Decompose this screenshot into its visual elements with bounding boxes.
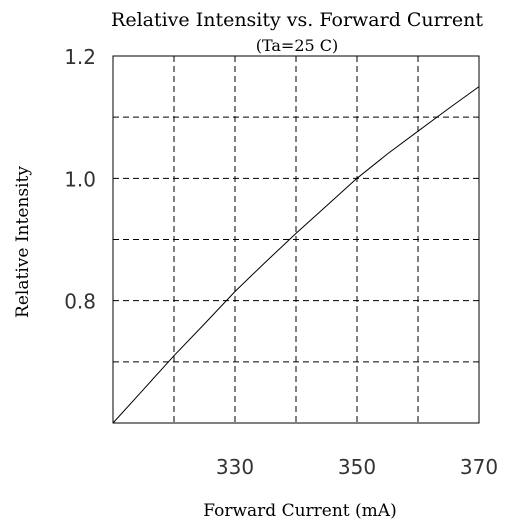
- y-tick-label: 1.0: [64, 167, 96, 191]
- x-axis-title: Forward Current (mA): [203, 501, 396, 521]
- y-tick-label: 0.8: [64, 290, 96, 314]
- x-axis-ticks: 330 350 370: [216, 455, 498, 479]
- series-line: [112, 86, 480, 424]
- grid: [113, 56, 479, 423]
- series-layer: [112, 86, 480, 424]
- x-tick-label: 350: [338, 455, 376, 479]
- chart-title: Relative Intensity vs. Forward Current: [111, 9, 483, 31]
- y-axis-title: Relative Intensity: [13, 166, 33, 318]
- y-tick-label: 1.2: [64, 45, 96, 69]
- y-axis-ticks: 0.8 1.0 1.2: [64, 45, 96, 314]
- x-tick-label: 370: [460, 455, 498, 479]
- x-tick-label: 330: [216, 455, 254, 479]
- chart-subtitle: (Ta=25 C): [256, 36, 339, 55]
- plot-area: [112, 55, 480, 424]
